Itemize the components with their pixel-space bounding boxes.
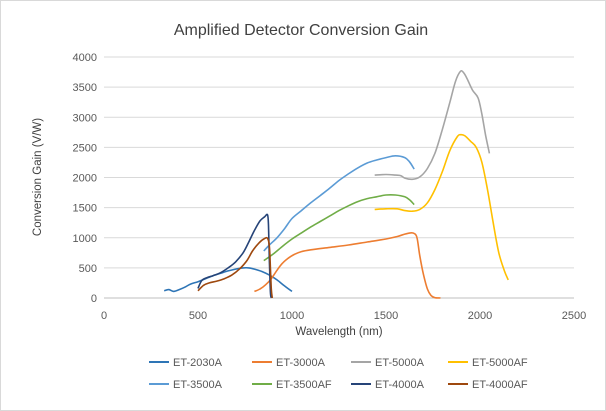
series-line-et-2030a [163,266,293,293]
x-tick-label: 1500 [374,310,398,322]
y-tick-label: 4000 [73,52,97,64]
axes: 0 500 1000 1500 2000 2500 3000 3500 4000 0 500 1000… [73,52,587,322]
legend-label: ET-4000AF [472,379,528,391]
y-tick-label: 500 [79,263,97,275]
series-line-et-3000a [254,232,441,299]
legend-label: ET-3500A [173,379,223,391]
series-line-et-3500af [263,193,415,262]
legend-item-et-5000a[interactable]: ET-5000A [351,357,425,369]
legend-item-et-4000a[interactable]: ET-4000A [351,379,425,391]
chart-title: Amplified Detector Conversion Gain [174,22,428,39]
legend-item-et-3000a[interactable]: ET-3000A [252,357,326,369]
x-tick-label: 2500 [562,310,586,322]
series-line-et-5000af [374,133,509,281]
legend-label: ET-5000AF [472,357,528,369]
legend-item-et-3500af[interactable]: ET-3500AF [252,379,332,391]
legend-label: ET-3000A [276,357,326,369]
legend-item-et-4000af[interactable]: ET-4000AF [448,379,528,391]
x-tick-label: 0 [101,310,107,322]
legend-label: ET-4000A [375,379,425,391]
y-tick-label: 0 [91,293,97,305]
legend-label: ET-2030A [173,357,223,369]
gridlines [104,56,574,299]
series-lines [163,69,509,299]
legend-item-et-2030a[interactable]: ET-2030A [149,357,223,369]
series-line-et-5000a [374,69,491,181]
legend-item-et-5000af[interactable]: ET-5000AF [448,357,528,369]
x-tick-label: 500 [189,310,207,322]
y-tick-label: 2500 [73,142,97,154]
series-line-et-4000af [197,236,274,299]
y-tick-label: 2000 [73,173,97,185]
y-tick-label: 3000 [73,112,97,124]
y-axis-title: Conversion Gain (V/W) [32,118,44,236]
x-tick-label: 2000 [468,310,492,322]
y-tick-label: 1500 [73,203,97,215]
y-tick-label: 3500 [73,82,97,94]
x-axis-title: Wavelength (nm) [295,326,382,338]
y-tick-label: 1000 [73,233,97,245]
legend[interactable]: ET-2030A ET-3000A ET-5000A ET-5000AF ET-3500… [149,357,528,391]
legend-label: ET-5000A [375,357,425,369]
legend-label: ET-3500AF [276,379,332,391]
legend-item-et-3500a[interactable]: ET-3500A [149,379,223,391]
series-line-et-4000a [197,213,273,299]
x-tick-label: 1000 [280,310,304,322]
series-line-et-3500a [263,155,415,252]
